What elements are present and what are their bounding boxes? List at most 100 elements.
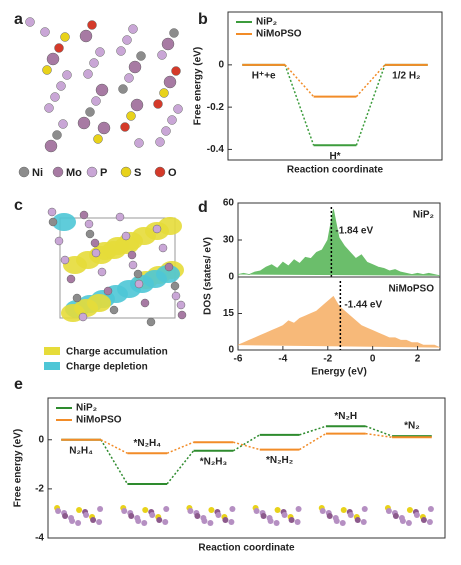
legend-label: NiP₂ — [76, 403, 97, 414]
legend-label: Ni — [32, 167, 43, 179]
atom — [169, 28, 179, 38]
atom — [95, 47, 105, 57]
atom — [77, 116, 91, 130]
atom — [208, 507, 215, 513]
atom — [124, 73, 134, 83]
atom — [42, 65, 52, 75]
atom — [60, 32, 70, 42]
atom — [405, 520, 412, 526]
panel-letter: d — [198, 199, 208, 216]
category-label: *N₂H₂ — [266, 455, 293, 466]
plot-frame — [47, 397, 446, 539]
atom — [54, 43, 64, 53]
connector — [166, 450, 195, 485]
category-label: *N₂H — [334, 411, 357, 422]
category-label: H⁺+e — [252, 70, 276, 81]
connector — [166, 441, 194, 454]
legend-atom — [120, 166, 132, 178]
atom — [58, 119, 68, 129]
atom — [426, 519, 433, 525]
connector — [365, 432, 393, 439]
x-axis-label: Reaction coordinate — [198, 543, 295, 554]
atom — [116, 46, 126, 56]
category-label: *N₂ — [404, 421, 420, 432]
atom — [135, 518, 142, 524]
atom — [72, 293, 82, 303]
atom — [167, 115, 177, 125]
series-label: NiP₂ — [413, 210, 434, 221]
atom — [326, 513, 333, 519]
y-tick-label: 0 — [228, 272, 234, 283]
atom — [340, 507, 347, 513]
atom — [274, 507, 281, 513]
y-tick-label: -0.2 — [207, 102, 225, 113]
atom — [420, 517, 427, 523]
panel-letter: b — [198, 11, 208, 28]
plot-frame — [227, 11, 443, 161]
atom — [83, 69, 93, 79]
atom — [201, 518, 208, 524]
x-tick-label: -4 — [278, 354, 287, 365]
legend-swatch — [44, 362, 60, 370]
atom — [157, 50, 167, 60]
atom — [163, 75, 177, 89]
charge-blob — [156, 265, 180, 283]
structure-thumbnail — [252, 505, 302, 526]
category-label: *N₂H₃ — [200, 456, 228, 467]
atom — [130, 98, 144, 112]
category-label: H* — [329, 151, 340, 162]
atom — [141, 520, 148, 526]
atom — [85, 229, 95, 239]
series-label: NiMoPSO — [388, 284, 434, 295]
atom — [40, 27, 50, 37]
atom — [164, 262, 174, 272]
x-tick-label: -6 — [234, 354, 243, 365]
structure-thumbnail — [318, 505, 368, 526]
x-tick-label: 2 — [415, 354, 421, 365]
atom — [260, 513, 267, 519]
y-axis-label: DOS (states/ eV) — [203, 237, 214, 315]
atom — [156, 517, 163, 523]
x-axis-label: Energy (eV) — [311, 367, 367, 378]
atom — [146, 317, 156, 327]
atom — [128, 24, 138, 34]
atom — [46, 52, 60, 66]
atom — [54, 236, 64, 246]
atom — [392, 513, 399, 519]
atom — [176, 300, 186, 310]
atom — [127, 250, 137, 260]
charge-blob — [115, 236, 139, 254]
connector — [284, 64, 315, 98]
structure-thumbnail — [54, 505, 104, 526]
connector — [232, 434, 261, 452]
x-axis-label: Reaction coordinate — [287, 165, 384, 176]
atom — [115, 212, 125, 222]
atom — [128, 260, 138, 270]
atom — [55, 508, 62, 514]
atom — [97, 121, 111, 135]
y-tick-label: -2 — [35, 484, 44, 495]
legend-label: Mo — [66, 167, 82, 179]
atom — [399, 518, 406, 524]
atom — [85, 107, 95, 117]
y-tick-label: -4 — [35, 533, 44, 544]
atom — [177, 310, 187, 320]
y-tick-label: 0 — [218, 59, 224, 70]
atom — [354, 517, 361, 523]
panel-letter: c — [14, 197, 23, 214]
atom — [109, 305, 119, 315]
atom — [78, 312, 88, 322]
charge-blob — [87, 294, 111, 312]
atom — [91, 248, 101, 258]
atom — [253, 508, 260, 514]
atom — [62, 513, 69, 519]
atom — [161, 126, 171, 136]
panel-letter: e — [14, 376, 23, 393]
y-tick-label: -0.4 — [207, 144, 225, 155]
atom — [295, 506, 302, 512]
atom — [281, 512, 288, 518]
atom — [122, 35, 132, 45]
atom — [152, 224, 162, 234]
atom — [158, 243, 168, 253]
atom — [48, 217, 58, 227]
